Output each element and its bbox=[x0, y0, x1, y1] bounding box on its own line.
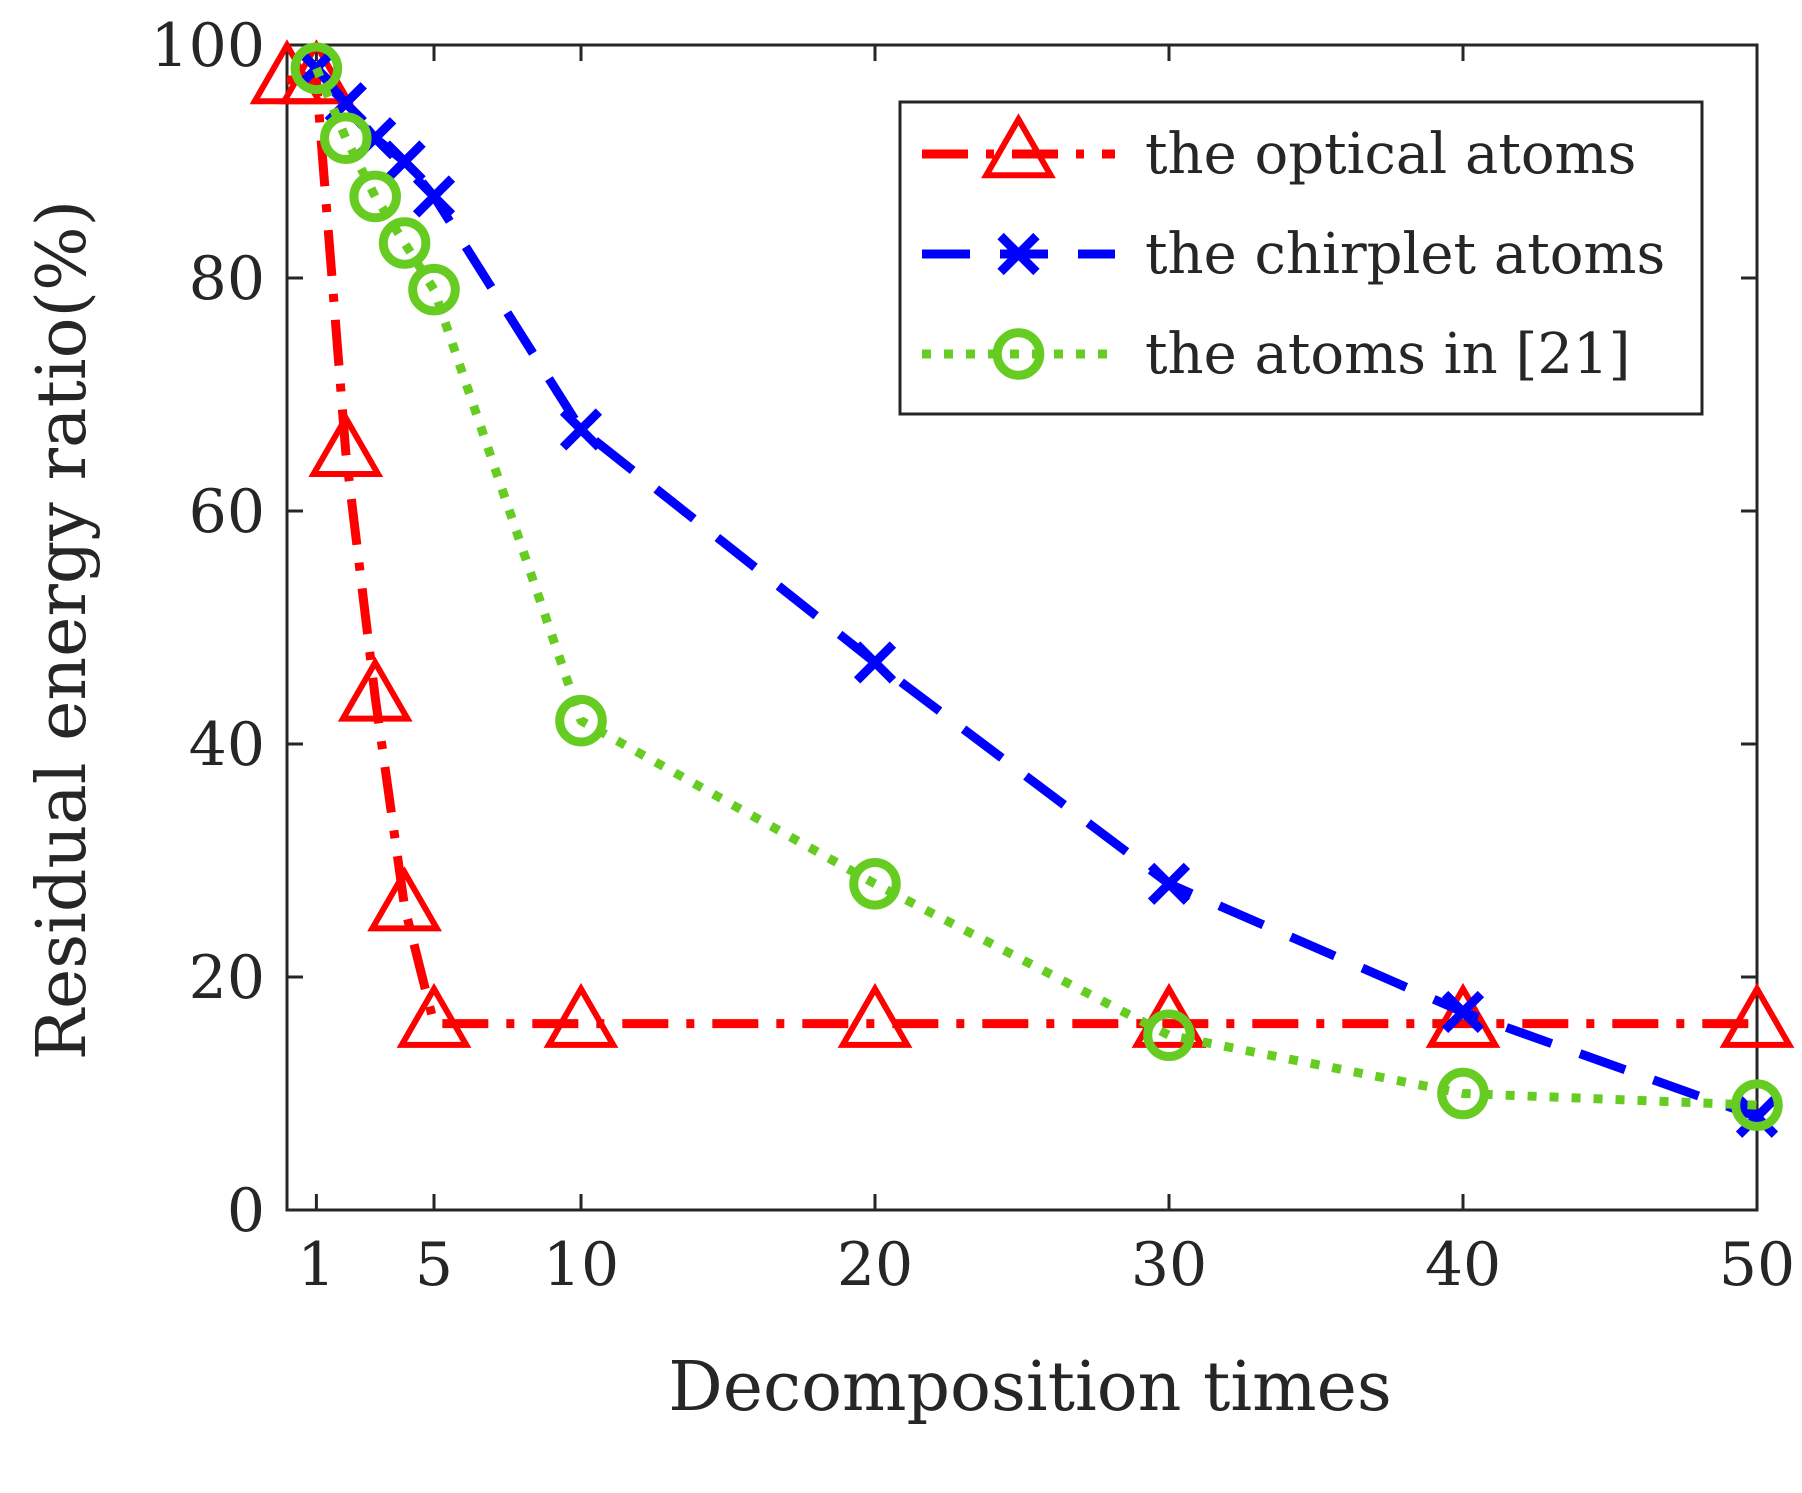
data-point bbox=[1441, 990, 1485, 1034]
marker-stroke bbox=[997, 232, 1040, 276]
series-line-3 bbox=[312, 66, 1758, 1110]
data-point bbox=[320, 112, 372, 164]
marker-stroke bbox=[559, 408, 603, 451]
data-point bbox=[383, 140, 426, 183]
data-point bbox=[290, 42, 343, 95]
data-point bbox=[1719, 982, 1795, 1048]
data-point bbox=[337, 656, 413, 722]
data-point bbox=[543, 982, 619, 1048]
data-point bbox=[1437, 1067, 1489, 1120]
x-tick-label: 10 bbox=[543, 1230, 619, 1300]
data-point bbox=[396, 982, 472, 1048]
data-point bbox=[1735, 1095, 1779, 1138]
marker-stroke bbox=[412, 175, 456, 218]
x-tick-label: 30 bbox=[1131, 1230, 1207, 1300]
legend-marker bbox=[981, 113, 1056, 179]
plot-frame bbox=[285, 43, 1759, 1212]
data-point bbox=[1143, 1009, 1195, 1062]
data-point bbox=[1147, 862, 1191, 905]
x-tick-label: 1 bbox=[297, 1230, 335, 1300]
x-tick-label: 20 bbox=[837, 1230, 913, 1300]
data-point bbox=[1425, 982, 1501, 1048]
series-line-2 bbox=[312, 65, 1759, 1122]
data-point bbox=[555, 694, 607, 747]
data-point bbox=[367, 866, 442, 932]
marker-stroke bbox=[383, 140, 426, 183]
x-tick-label: 50 bbox=[1719, 1230, 1795, 1300]
x-tick-label: 40 bbox=[1425, 1230, 1501, 1300]
x-tick-label: 5 bbox=[415, 1230, 453, 1300]
data-point bbox=[837, 982, 913, 1048]
y-axis-label: Residual energy ratio(%) bbox=[23, 200, 102, 1060]
legend-marker bbox=[997, 232, 1040, 276]
data-point bbox=[1731, 1079, 1783, 1131]
data-point bbox=[849, 858, 901, 910]
y-tick-label: 20 bbox=[189, 943, 265, 1013]
y-tick-label: 60 bbox=[189, 477, 265, 547]
data-point bbox=[559, 408, 603, 451]
marker-stroke bbox=[1147, 862, 1191, 905]
y-tick-label: 40 bbox=[189, 710, 265, 780]
data-point bbox=[408, 263, 460, 316]
data-point bbox=[308, 412, 384, 478]
x-axis-label: Decomposition times bbox=[668, 1348, 1392, 1427]
y-tick-label: 0 bbox=[227, 1176, 265, 1246]
legend-label: the chirplet atoms bbox=[1145, 222, 1665, 287]
y-tick-label: 80 bbox=[189, 244, 265, 314]
marker-stroke bbox=[1735, 1095, 1779, 1138]
marker-stroke bbox=[853, 641, 897, 684]
marker-stroke bbox=[1441, 990, 1485, 1034]
data-point bbox=[349, 170, 401, 223]
legend-label: the optical atoms bbox=[1145, 122, 1636, 187]
y-tick-label: 100 bbox=[150, 11, 265, 81]
legend-label: the atoms in [21] bbox=[1145, 322, 1631, 387]
data-point bbox=[378, 217, 431, 269]
legend-marker bbox=[992, 328, 1045, 380]
data-point bbox=[412, 175, 456, 218]
series-line-1 bbox=[287, 75, 1757, 1029]
data-point bbox=[853, 641, 897, 684]
